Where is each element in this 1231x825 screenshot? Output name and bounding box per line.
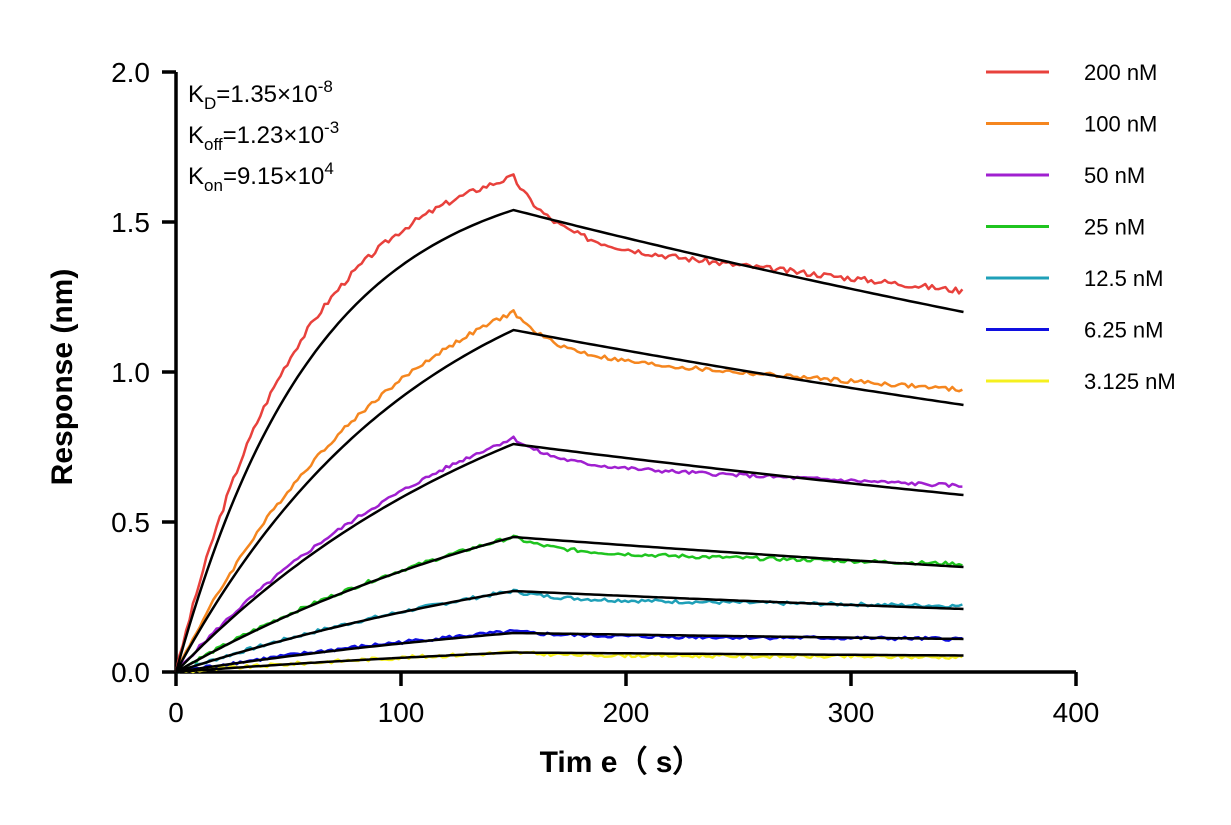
legend-label: 200 nM (1084, 60, 1157, 85)
y-ticks: 0.0 0.5 1.0 1.5 2.0 (111, 57, 176, 688)
legend-label: 6.25 nM (1084, 318, 1164, 343)
legend-label: 100 nM (1084, 112, 1157, 137)
x-tick-label: 100 (378, 697, 425, 728)
y-tick-label: 1.0 (111, 357, 150, 388)
legend-label: 50 nM (1084, 163, 1145, 188)
series-layer (174, 173, 964, 674)
series-line (175, 435, 963, 672)
x-tick-label: 300 (828, 697, 875, 728)
kinetic-constants: KD=1.35×10-8 Koff=1.23×10-3 Kon=9.15×104 (188, 77, 339, 195)
kinetic-constant-label: Kon=9.15×104 (188, 159, 334, 195)
x-tick-label: 400 (1053, 697, 1100, 728)
fit-line (175, 442, 964, 673)
x-tick-label: 200 (603, 697, 650, 728)
x-ticks: 0 100 200 300 400 (168, 672, 1099, 728)
series-line (175, 588, 963, 674)
kinetic-constant-label: KD=1.35×10-8 (188, 77, 333, 113)
series-line (174, 173, 964, 673)
y-tick-label: 0.0 (111, 657, 150, 688)
legend-label: 12.5 nM (1084, 266, 1164, 291)
kinetic-constant-label: Koff=1.23×10-3 (188, 118, 339, 154)
fit-layer (174, 208, 964, 674)
fit-line (175, 535, 964, 674)
y-tick-label: 0.5 (111, 507, 150, 538)
legend-label: 3.125 nM (1084, 369, 1176, 394)
x-tick-label: 0 (168, 697, 184, 728)
y-tick-label: 1.5 (111, 207, 150, 238)
x-axis-title: Tim e（ s） (540, 745, 703, 779)
fit-line (174, 208, 964, 673)
legend: 200 nM 100 nM 50 nM 25 nM 12.5 nM 6.25 nM 3.12… (986, 60, 1176, 394)
y-axis-title: Response (nm) (46, 269, 79, 486)
fit-line (174, 328, 964, 673)
legend-label: 25 nM (1084, 215, 1145, 240)
fit-line (175, 651, 964, 674)
y-tick-label: 2.0 (111, 57, 150, 88)
fit-line (175, 589, 964, 674)
series-line (174, 309, 963, 673)
axes (174, 72, 1076, 674)
fit-line (175, 631, 964, 674)
